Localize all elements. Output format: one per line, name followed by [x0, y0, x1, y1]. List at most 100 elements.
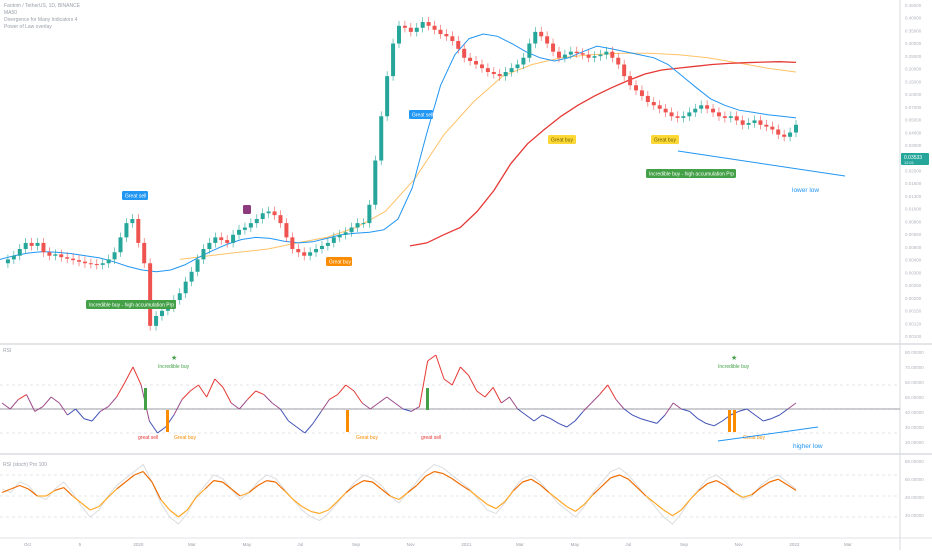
stoch-line-segment — [416, 475, 426, 486]
stoch-line-segment — [460, 484, 470, 491]
candle-body — [308, 252, 313, 256]
candle-body — [515, 64, 520, 69]
stoch-line-segment — [345, 485, 356, 493]
rsi-line-segment — [525, 414, 535, 422]
candle-body — [379, 116, 384, 161]
candle-body — [758, 120, 763, 125]
rsi-line-segment — [681, 408, 690, 412]
rsi-signal-bar — [733, 410, 736, 432]
rsi-signal-bar — [426, 388, 429, 410]
candle-body — [136, 219, 141, 243]
rsi-line-segment — [279, 408, 289, 422]
price-tick-label: 0.05000 — [905, 118, 922, 123]
candle-body — [391, 43, 396, 77]
stoch-line-segment — [636, 487, 647, 497]
rsi-star-icon: ★ — [731, 354, 737, 362]
stoch-line-segment — [301, 505, 312, 512]
rsi-line-segment — [304, 423, 314, 434]
stoch-line-segment — [195, 488, 206, 498]
rsi-line-segment — [607, 384, 617, 400]
rsi-line-segment — [312, 411, 322, 424]
stoch-line-segment — [266, 480, 276, 483]
stoch-line-segment — [769, 478, 779, 483]
rsi-line-segment — [738, 408, 748, 412]
candle-body — [592, 56, 597, 58]
rsi-line-segment — [239, 399, 248, 410]
rsi-line-segment — [42, 396, 52, 407]
candle-body — [385, 76, 390, 117]
candle-body — [207, 242, 212, 250]
rsi-line-segment — [689, 411, 699, 419]
price-marker-purple — [243, 205, 251, 214]
candle-body — [100, 263, 105, 265]
stoch-line-segment — [160, 499, 171, 511]
rsi-line-segment — [746, 408, 756, 416]
candle-body — [225, 240, 230, 243]
rsi-signal-bar — [346, 410, 349, 432]
x-axis-tick-label: Nov — [407, 542, 416, 547]
stoch-line-segment — [751, 487, 762, 496]
rsi-line-segment — [402, 408, 412, 412]
stoch-line-segment — [531, 478, 541, 486]
stoch-line-segment — [72, 495, 82, 504]
candle-body — [397, 25, 401, 44]
candle-body — [456, 41, 461, 49]
stoch-line-segment — [151, 481, 162, 500]
price-tick-label: 0.00800 — [905, 219, 922, 224]
stoch-line-segment — [222, 481, 232, 490]
candle-body — [527, 43, 532, 58]
stoch-line-segment — [178, 509, 188, 518]
rsi-annotation-text: great sell — [421, 435, 441, 441]
stoch-line-segment — [680, 499, 691, 511]
x-axis-tick-label: May — [243, 542, 252, 547]
rsi-panel-title: RSI — [3, 348, 11, 354]
candle-body — [201, 249, 206, 260]
stoch-line-segment — [592, 485, 603, 496]
x-axis-tick-label: Mar — [516, 542, 524, 547]
rsi-annotation-text: Great buy — [174, 435, 196, 441]
candle-body — [521, 57, 526, 65]
last-price-tag — [901, 153, 929, 165]
candle-body — [213, 237, 218, 243]
stoch-line-segment — [336, 492, 347, 503]
rsi-line-segment — [337, 384, 347, 395]
rsi-line-segment — [214, 378, 224, 388]
rsi-line-segment — [656, 414, 666, 424]
candle-body — [272, 211, 277, 216]
stoch-line-segment — [54, 487, 64, 491]
price-tick-label: 0.40000 — [905, 16, 922, 21]
candle-body — [290, 237, 295, 250]
rsi-line-segment — [517, 408, 527, 416]
stoch-line-segment — [239, 491, 250, 497]
candle-body — [426, 22, 431, 26]
stoch-line-segment — [663, 509, 673, 517]
stoch-line-segment — [116, 481, 126, 490]
stoch-line-segment — [469, 489, 479, 498]
candle-body — [112, 252, 117, 260]
candle-body — [669, 112, 674, 117]
stoch-line-segment — [513, 481, 523, 491]
rsi-line-segment — [34, 406, 44, 412]
rsi-tick-label: 60.00000 — [905, 380, 924, 385]
rsi-trendline — [717, 426, 819, 442]
candle-body — [231, 234, 236, 243]
candle-body — [675, 116, 680, 118]
stoch-line-segment — [575, 503, 585, 512]
rsi-line-segment — [255, 390, 265, 396]
candle-body — [491, 72, 496, 75]
candle-body — [716, 112, 721, 117]
candle-body — [438, 29, 443, 35]
candle-body — [242, 227, 247, 230]
candle-body — [444, 34, 449, 37]
rsi-tick-label: 80.00000 — [905, 350, 924, 355]
stoch-line-segment — [134, 470, 144, 476]
price-tick-label: 0.00100 — [905, 334, 922, 339]
price-annotation-text: lower low — [792, 187, 819, 194]
rsi-line-segment — [132, 366, 142, 386]
rsi-line-segment — [640, 418, 649, 422]
stoch-line-segment — [372, 481, 382, 490]
rsi-line-segment — [271, 402, 281, 410]
rsi-line-segment — [623, 408, 633, 416]
candle-body — [574, 51, 579, 54]
rsi-line-segment — [9, 399, 19, 410]
